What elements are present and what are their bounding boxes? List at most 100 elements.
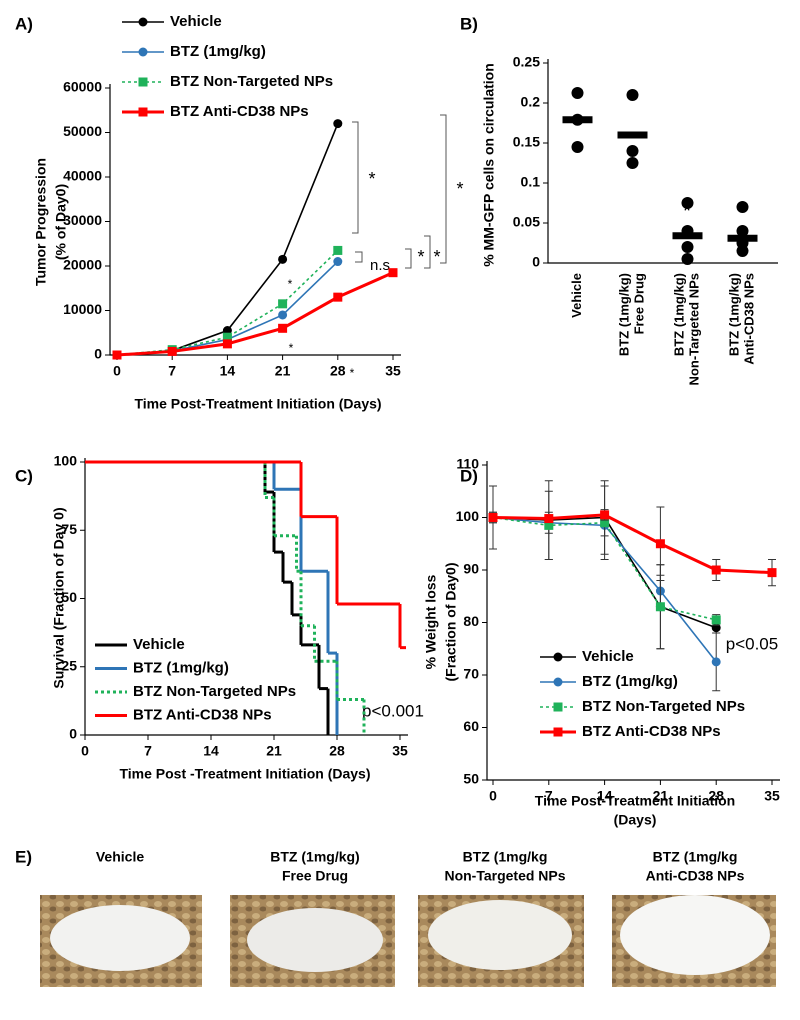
legend-label: BTZ Anti-CD38 NPs [133, 706, 272, 723]
x-tick-label: 21 [266, 743, 282, 759]
marker [553, 652, 563, 662]
x-tick-label: 0 [489, 788, 497, 804]
y-tick-label: 20000 [63, 257, 102, 273]
marker [711, 657, 721, 667]
x-tick-label: 0 [113, 363, 121, 379]
dot [681, 241, 694, 253]
marker [655, 602, 665, 612]
legend-label: BTZ Anti-CD38 NPs [582, 723, 721, 740]
legend-label: Vehicle [170, 13, 222, 30]
legend-label: BTZ Non-Targeted NPs [133, 683, 296, 700]
photo-caption: Non-Targeted NPs [444, 868, 565, 884]
photo-caption: BTZ (1mg/kg [463, 849, 548, 865]
y-axis-label: % Weight loss [423, 574, 439, 669]
marker [333, 245, 343, 255]
photo-caption: Anti-CD38 NPs [646, 868, 745, 884]
dot [736, 225, 749, 237]
x-tick-label: 35 [764, 788, 780, 804]
x-tick-label: Non-Targeted NPs [686, 273, 701, 385]
x-tick-label: 14 [220, 363, 236, 379]
dot [571, 141, 584, 153]
legend-label: BTZ Non-Targeted NPs [582, 698, 745, 715]
marker [544, 520, 554, 530]
marker [278, 299, 288, 309]
dot [571, 87, 584, 99]
marker [711, 565, 721, 575]
legend-label: BTZ Non-Targeted NPs [170, 73, 333, 90]
x-tick-label: 28 [708, 788, 724, 804]
y-tick-label: 0.05 [513, 214, 540, 230]
annotation: n.s [370, 257, 390, 274]
x-tick-label: BTZ (1mg/kg) [671, 273, 686, 356]
x-tick-label: 35 [392, 743, 408, 759]
y-tick-label: 70 [463, 666, 479, 682]
x-tick-label: Anti-CD38 NPs [741, 273, 756, 365]
y-tick-label: 0 [532, 254, 540, 270]
photo-caption: BTZ (1mg/kg [653, 849, 738, 865]
photo-caption: BTZ (1mg/kg) [270, 849, 359, 865]
annotation: * [433, 247, 440, 267]
marker [278, 323, 288, 333]
marker [544, 514, 554, 524]
bracket [352, 121, 359, 234]
series-line [116, 123, 339, 356]
marker [333, 292, 343, 302]
annotation: * [289, 341, 294, 355]
bracket [440, 114, 447, 264]
x-tick-label: 21 [653, 788, 669, 804]
y-tick-label: 100 [456, 508, 480, 524]
y-tick-label: 0 [94, 346, 102, 362]
annotation: * [417, 247, 424, 267]
series-line [492, 516, 717, 621]
annotation: p<0.001 [362, 701, 424, 720]
legend-label: BTZ (1mg/kg) [133, 659, 229, 676]
marker [655, 539, 665, 549]
marker [553, 677, 563, 687]
x-axis-label: (Days) [614, 812, 657, 828]
marker [388, 268, 398, 278]
marker [138, 77, 148, 87]
x-tick-label: Vehicle [569, 273, 584, 318]
marker [333, 257, 343, 267]
dot [626, 157, 639, 169]
x-tick-label: 14 [597, 788, 613, 804]
annotation: p<0.05 [726, 634, 778, 653]
photo [230, 895, 395, 987]
y-tick-label: 50000 [63, 123, 102, 139]
legend-label: Vehicle [582, 648, 634, 665]
marker [138, 47, 148, 57]
x-tick-label: 7 [144, 743, 152, 759]
y-tick-label: 60000 [63, 79, 102, 95]
y-tick-label: 25 [61, 657, 77, 673]
panel-label: B) [460, 14, 478, 33]
y-tick-label: 0.1 [521, 174, 541, 190]
bracket [424, 235, 431, 269]
series-line [116, 271, 394, 357]
x-tick-label: BTZ (1mg/kg) [616, 273, 631, 356]
marker [222, 332, 232, 342]
x-axis-label: Time Post-Treatment Initiation [535, 793, 735, 809]
y-tick-label: 75 [61, 521, 77, 537]
axis-line [109, 84, 401, 356]
annotation: * [368, 169, 375, 189]
y-tick-label: 30000 [63, 212, 102, 228]
marker [138, 17, 148, 27]
bracket [405, 248, 412, 269]
y-axis-label: Tumor Progression [33, 158, 49, 286]
marker [767, 568, 777, 578]
y-tick-label: 0.2 [521, 94, 541, 110]
y-tick-label: 80 [463, 613, 479, 629]
marker [278, 254, 288, 264]
y-tick-label: 0.25 [513, 54, 540, 70]
x-tick-label: 7 [168, 363, 176, 379]
panel-label: C) [15, 466, 33, 485]
marker [112, 350, 122, 360]
x-tick-label: 21 [275, 363, 291, 379]
legend-label: BTZ Anti-CD38 NPs [170, 103, 309, 120]
marker [600, 510, 610, 520]
y-axis-label: (% of Day0) [53, 184, 69, 260]
marker [167, 346, 177, 356]
marker [711, 615, 721, 625]
x-tick-label: 28 [329, 743, 345, 759]
